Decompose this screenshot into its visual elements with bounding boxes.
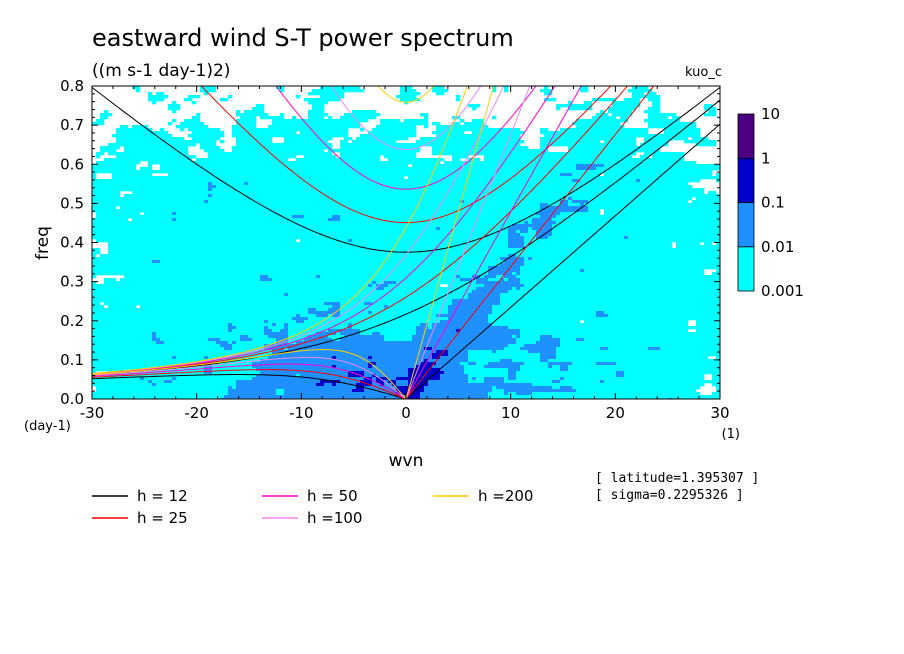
y-tick-label: 0.6	[60, 155, 84, 173]
colorbar-label: 0.01	[761, 238, 794, 256]
colorbar: 0.001 0.01 0.1 1 10	[737, 105, 804, 300]
y-axis-ticks: 0.0 0.1 0.2 0.3 0.4 0.5 0.6 0.7 0.8	[60, 77, 720, 408]
dispersion-curves	[92, 86, 720, 399]
dispersion-25	[92, 86, 655, 399]
legend-label: h = 25	[137, 509, 188, 527]
colorbar-swatch	[737, 113, 755, 159]
colorbar-swatch	[737, 246, 755, 292]
x-axis-ticks: -30 -20 -10 0 10 20 30	[80, 86, 730, 422]
sigma-annotation: [ sigma=0.2295326 ]	[595, 488, 744, 503]
colorbar-label: 1	[761, 149, 771, 167]
legend-label: h =100	[307, 509, 362, 527]
x-tick-label: -20	[184, 404, 209, 422]
latitude-annotation: [ latitude=1.395307 ]	[595, 471, 759, 486]
y-tick-label: 0.3	[60, 273, 84, 291]
x-tick-label: 10	[501, 404, 520, 422]
y-tick-label: 0.8	[60, 77, 84, 95]
power-spectrum-field	[92, 86, 720, 399]
legend-label: h = 50	[307, 487, 358, 505]
chart-subtitle: ((m s-1 day-1)2)	[92, 61, 230, 81]
dispersion-50	[92, 86, 582, 399]
colorbar-swatch	[737, 157, 755, 203]
legend: h = 12 h = 25 h = 50 h =100 h =200	[92, 487, 533, 527]
x-tick-label: 0	[401, 404, 411, 422]
y-tick-label: 0.7	[60, 116, 84, 134]
x-unit-label: (1)	[722, 427, 740, 442]
x-tick-label: -10	[289, 404, 314, 422]
dispersion-12	[92, 87, 720, 399]
y-tick-label: 0.1	[60, 351, 84, 369]
dispersion-100	[92, 86, 531, 399]
x-axis-label: wvn	[389, 451, 424, 471]
y-tick-label: 0.4	[60, 234, 84, 252]
y-axis-label: freq	[33, 226, 53, 260]
colorbar-swatch	[737, 202, 755, 248]
y-tick-label: 0.0	[60, 390, 84, 408]
y-tick-label: 0.2	[60, 312, 84, 330]
legend-label: h =200	[478, 487, 533, 505]
model-label: kuo_c	[685, 65, 722, 80]
x-tick-label: 30	[710, 404, 729, 422]
x-tick-label: 20	[606, 404, 625, 422]
chart-title: eastward wind S-T power spectrum	[92, 24, 514, 52]
y-tick-label: 0.5	[60, 194, 84, 212]
dispersion-200	[92, 86, 495, 399]
y-unit-label: (day-1)	[24, 419, 71, 434]
legend-label: h = 12	[137, 487, 188, 505]
x-tick-label: -30	[80, 404, 105, 422]
colorbar-label: 10	[761, 105, 780, 123]
colorbar-label: 0.001	[761, 282, 804, 300]
colorbar-label: 0.1	[761, 194, 785, 212]
